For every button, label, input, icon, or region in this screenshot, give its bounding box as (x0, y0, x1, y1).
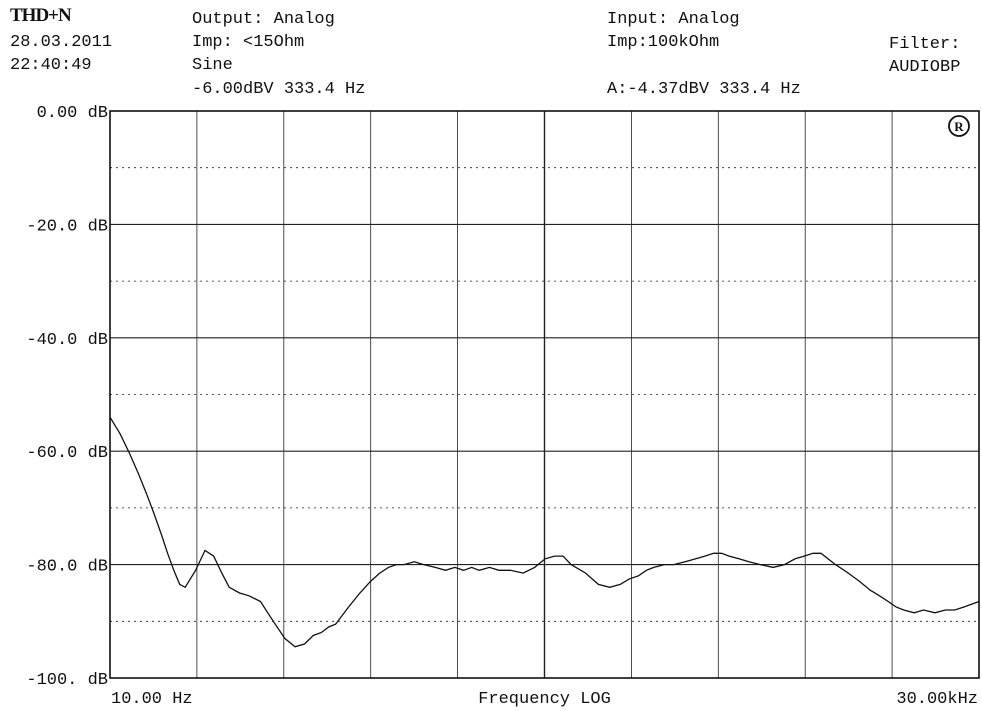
y-tick-label: -40.0 dB (26, 331, 108, 350)
input-type: Input: Analog (607, 10, 740, 29)
svg-text:R: R (954, 119, 964, 134)
filter-value: AUDIOBP (889, 58, 961, 77)
chart-grid (110, 111, 979, 678)
output-impedance: Imp: <15Ohm (192, 33, 305, 52)
x-tick-label: 30.00kHz (896, 690, 978, 709)
input-impedance: Imp:100kOhm (607, 33, 720, 52)
y-tick-labels: 0.00 dB -20.0 dB -40.0 dB -60.0 dB -80.0 dB -… (26, 104, 108, 690)
output-type: Output: Analog (192, 10, 335, 29)
input-level: A:-4.37dBV 333.4 Hz (607, 80, 801, 99)
series-line (109, 416, 980, 648)
x-tick-labels: 10.00 Hz 30.00kHz (111, 690, 978, 709)
measurement-date: 28.03.2011 (10, 33, 113, 52)
y-tick-label: -80.0 dB (26, 558, 108, 577)
measurement-mode: THD+N (10, 5, 72, 26)
measurement-time: 22:40:49 (10, 56, 92, 75)
circled-rs-logo-icon: R (948, 115, 970, 137)
output-level: -6.00dBV 333.4 Hz (192, 80, 366, 99)
y-tick-label: 0.00 dB (37, 104, 108, 123)
filter-label: Filter: (889, 35, 961, 54)
x-tick-label: 10.00 Hz (111, 690, 193, 709)
x-axis-label: Frequency LOG (478, 690, 611, 709)
y-tick-label: -100. dB (26, 671, 108, 690)
output-waveform: Sine (192, 56, 233, 75)
y-tick-label: -60.0 dB (26, 444, 108, 463)
plot-frame (109, 110, 980, 679)
y-tick-label: -20.0 dB (26, 217, 108, 236)
